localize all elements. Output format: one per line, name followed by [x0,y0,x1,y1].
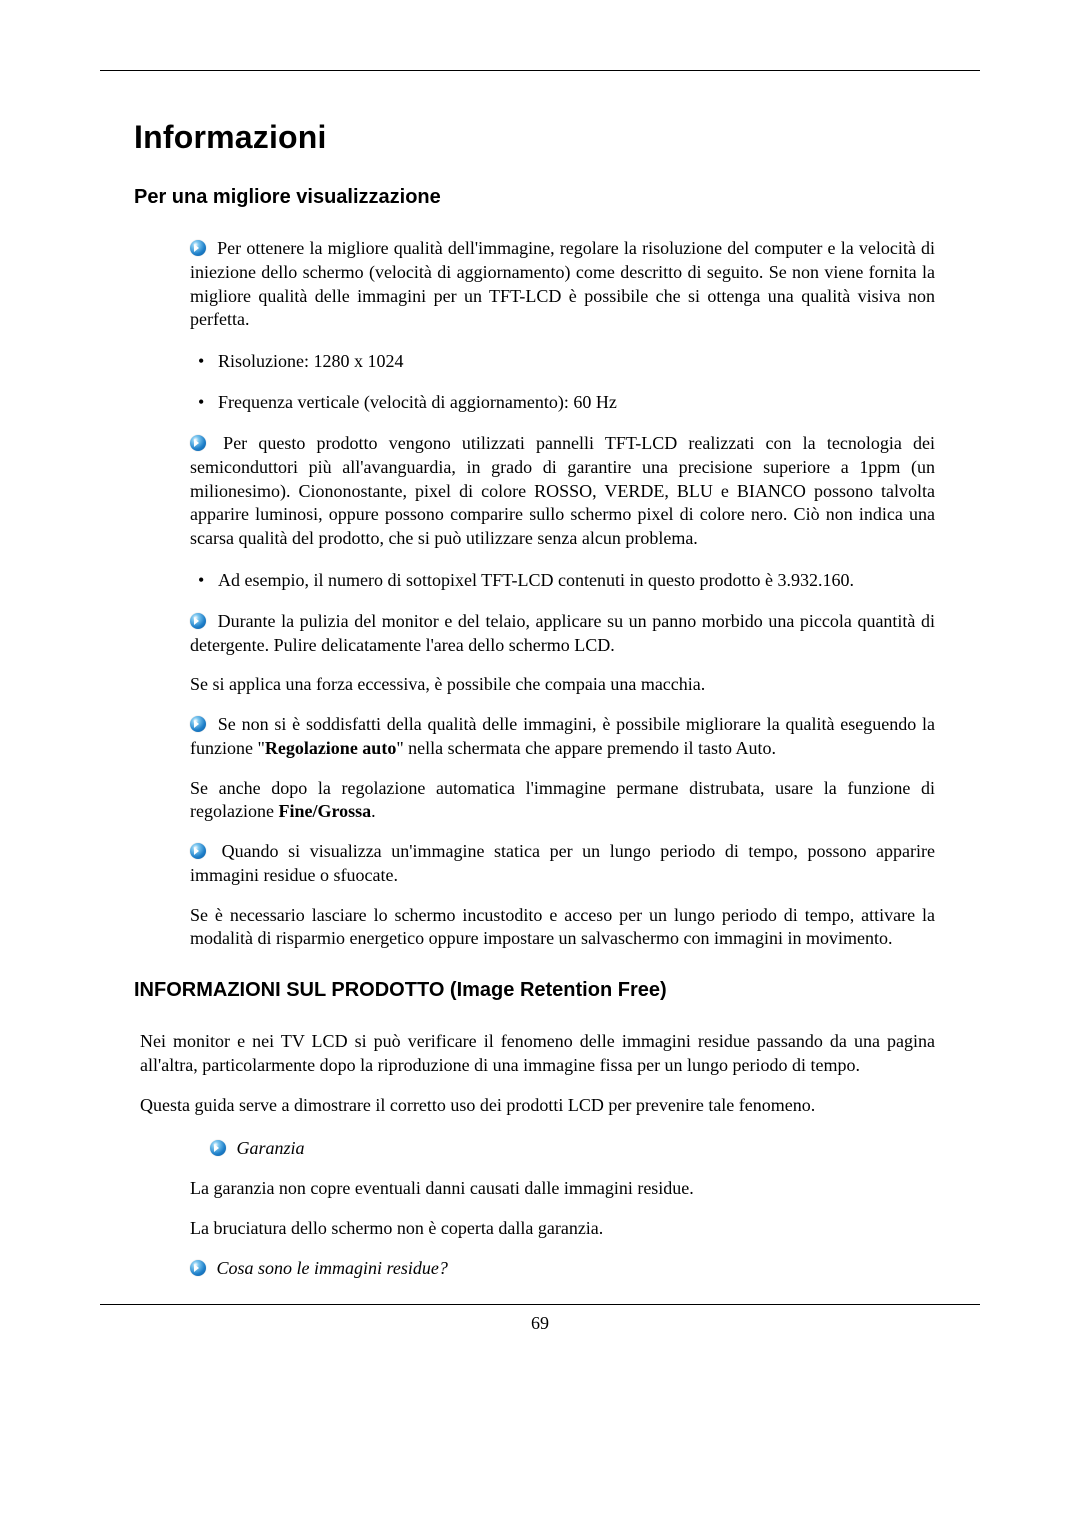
paragraph-text: " nella schermata che appare premendo il… [396,738,776,758]
list-item: Risoluzione: 1280 x 1024 [190,348,935,375]
subsection-heading: Garanzia [210,1137,935,1161]
document-page: Informazioni Per una migliore visualizza… [0,0,1080,1527]
bold-text: Fine/Grossa [278,801,371,821]
subsection-label: Cosa sono le immagini residue? [212,1258,448,1278]
paragraph-text: Per ottenere la migliore qualità dell'im… [190,238,935,329]
arrow-bullet-icon [190,1260,206,1276]
arrow-bullet-icon [190,716,206,732]
paragraph: La bruciatura dello schermo non è copert… [190,1217,935,1241]
arrow-bullet-icon [210,1140,226,1156]
page-title: Informazioni [134,119,980,156]
bullet-list: Risoluzione: 1280 x 1024 Frequenza verti… [190,348,935,416]
subsection-heading: Cosa sono le immagini residue? [190,1257,935,1281]
paragraph-text: Quando si visualizza un'immagine statica… [190,841,935,885]
paragraph: La garanzia non copre eventuali danni ca… [190,1177,935,1201]
paragraph: Se anche dopo la regolazione automatica … [190,777,935,825]
list-item: Ad esempio, il numero di sottopixel TFT-… [190,567,935,594]
paragraph: Nei monitor e nei TV LCD si può verifica… [140,1030,935,1078]
paragraph-text: . [371,801,376,821]
bold-text: Regolazione auto [265,738,396,758]
list-item: Frequenza verticale (velocità di aggiorn… [190,389,935,416]
rule-top [100,70,980,71]
rule-bottom [100,1304,980,1305]
arrow-bullet-icon [190,435,206,451]
arrow-bullet-icon [190,240,206,256]
paragraph: Durante la pulizia del monitor e del tel… [190,610,935,658]
paragraph: Per ottenere la migliore qualità dell'im… [190,237,935,332]
paragraph: Quando si visualizza un'immagine statica… [190,840,935,888]
paragraph-text: Durante la pulizia del monitor e del tel… [190,611,935,655]
paragraph: Se è necessario lasciare lo schermo incu… [190,904,935,952]
paragraph: Se non si è soddisfatti della qualità de… [190,713,935,761]
section-heading-display: Per una migliore visualizzazione [134,186,980,209]
paragraph: Se si applica una forza eccessiva, è pos… [190,673,935,697]
bullet-list: Ad esempio, il numero di sottopixel TFT-… [190,567,935,594]
arrow-bullet-icon [190,613,206,629]
paragraph: Per questo prodotto vengono utilizzati p… [190,432,935,551]
page-number: 69 [100,1313,980,1334]
subsection: Garanzia La garanzia non copre eventuali… [190,1137,935,1280]
section-heading-product-info: INFORMAZIONI SUL PRODOTTO (Image Retenti… [134,979,980,1002]
paragraph-text: Per questo prodotto vengono utilizzati p… [190,433,935,548]
subsection-label: Garanzia [232,1138,305,1158]
section-body-display: Per ottenere la migliore qualità dell'im… [190,237,935,951]
paragraph: Questa guida serve a dimostrare il corre… [140,1094,935,1118]
arrow-bullet-icon [190,843,206,859]
section-body-product-info: Nei monitor e nei TV LCD si può verifica… [140,1030,935,1280]
